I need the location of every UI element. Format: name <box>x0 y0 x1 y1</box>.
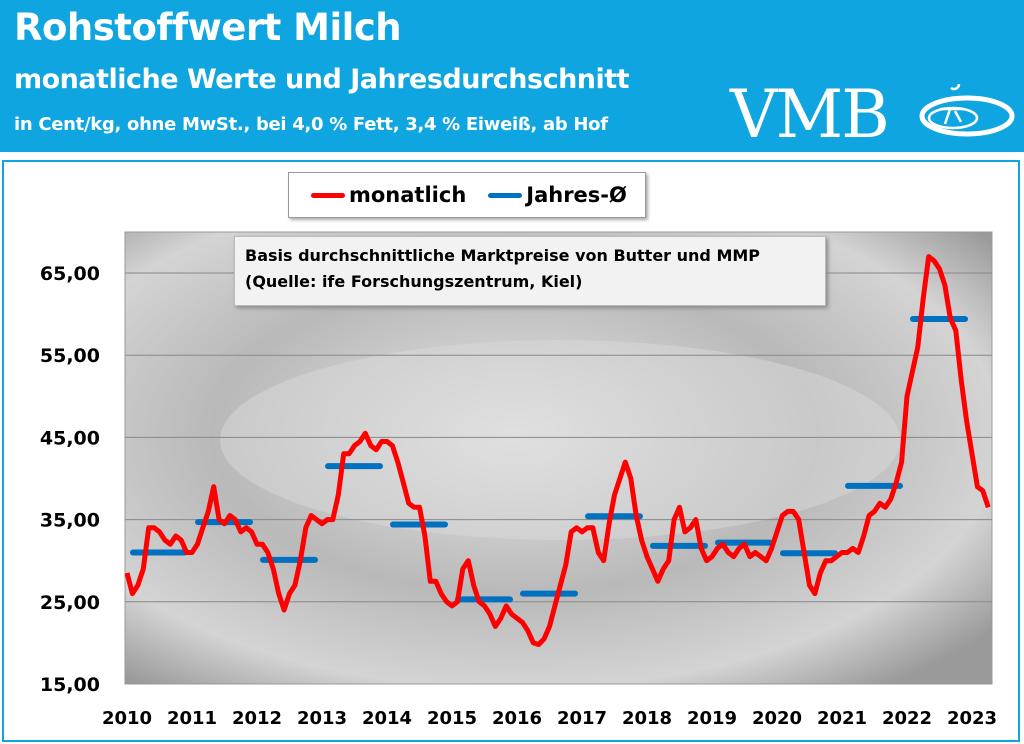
legend-label-annual: Jahres-Ø <box>526 183 627 207</box>
note-line-1: Basis durchschnittliche Marktpreise von … <box>245 246 761 265</box>
x-tick-label: 2021 <box>817 708 867 729</box>
x-tick-label: 2012 <box>232 708 282 729</box>
chart-title: Rohstoffwert Milch <box>14 6 402 49</box>
y-tick-label: 35,00 <box>40 510 100 532</box>
x-tick-label: 2018 <box>622 708 672 729</box>
y-tick-label: 15,00 <box>40 674 100 696</box>
series-monatlich-line <box>124 254 991 647</box>
logo-text: VMB <box>730 76 890 153</box>
legend-label-monthly: monatlich <box>349 183 467 207</box>
header-banner: Rohstoffwert Milch monatliche Werte und … <box>0 0 1024 153</box>
background-photo-shape <box>220 340 900 540</box>
x-tick-label: 2016 <box>492 708 542 729</box>
x-tick-label: 2017 <box>557 708 607 729</box>
x-tick-label: 2013 <box>297 708 347 729</box>
legend-swatch-monthly <box>311 192 345 198</box>
source-note: Basis durchschnittliche Marktpreise von … <box>234 236 826 306</box>
x-tick-label: 2014 <box>362 708 412 729</box>
x-tick-label: 2022 <box>882 708 932 729</box>
logo-swirl-icon <box>919 83 1015 137</box>
x-tick-label: 2020 <box>752 708 802 729</box>
y-tick-label: 45,00 <box>40 427 100 449</box>
note-line-2: (Quelle: ife Forschungszentrum, Kiel) <box>245 272 583 291</box>
x-tick-label: 2015 <box>427 708 477 729</box>
chart-subtitle: monatliche Werte und Jahresdurchschnitt <box>14 64 630 95</box>
x-tick-label: 2023 <box>947 708 997 729</box>
y-tick-label: 55,00 <box>40 345 100 367</box>
legend-swatch-annual <box>488 192 523 198</box>
y-tick-label: 65,00 <box>40 263 100 285</box>
y-tick-label: 25,00 <box>40 592 100 614</box>
x-tick-label: 2010 <box>102 708 152 729</box>
x-tick-label: 2019 <box>687 708 737 729</box>
x-tick-label: 2011 <box>167 708 217 729</box>
unit-line: in Cent/kg, ohne MwSt., bei 4,0 % Fett, … <box>14 114 608 135</box>
legend: monatlich Jahres-Ø <box>288 172 646 218</box>
vmb-logo: VMB <box>730 76 1020 153</box>
